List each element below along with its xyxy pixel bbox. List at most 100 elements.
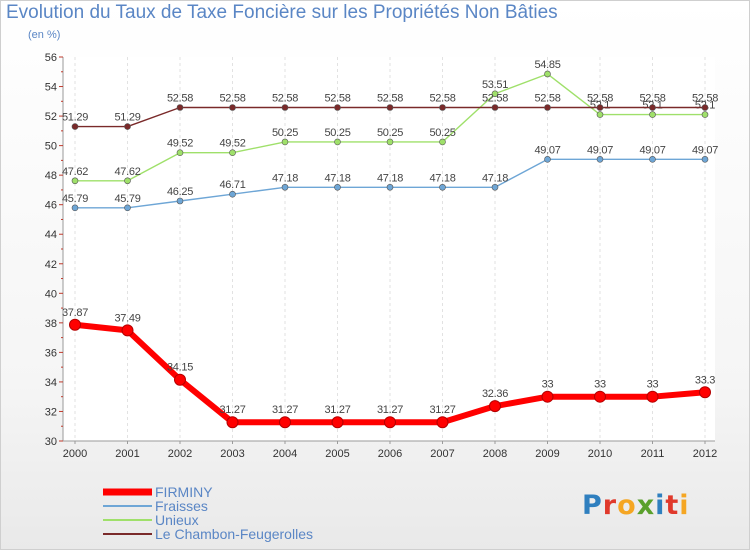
data-point	[334, 138, 341, 146]
data-point	[174, 373, 186, 386]
data-label: 52.58	[534, 93, 560, 105]
data-label: 33.3	[695, 374, 715, 386]
data-label: 52.58	[272, 93, 298, 105]
data-point	[594, 390, 606, 403]
data-label: 33	[647, 379, 659, 391]
x-tick-label: 2009	[535, 448, 559, 460]
x-tick-label: 2006	[378, 448, 402, 460]
data-point	[71, 177, 79, 185]
data-point	[436, 416, 449, 429]
y-tick-label: 40	[45, 288, 57, 300]
data-label: 37.49	[114, 312, 140, 324]
data-label: 52.58	[324, 93, 350, 105]
data-point	[491, 90, 499, 98]
brand-letter: t	[665, 490, 680, 521]
data-label: 31.27	[219, 404, 245, 416]
x-tick-label: 2005	[325, 448, 349, 460]
y-tick-label: 38	[45, 318, 57, 330]
data-label: 52.58	[219, 93, 245, 105]
data-label: 47.18	[377, 172, 403, 184]
data-point	[124, 177, 131, 185]
brand-letter: r	[602, 490, 618, 521]
data-point	[491, 104, 499, 111]
y-tick-label: 50	[45, 141, 57, 153]
data-point	[386, 138, 394, 146]
data-point	[121, 324, 134, 337]
data-point	[596, 111, 604, 118]
data-label: 49.07	[692, 144, 718, 156]
data-label: 47.18	[429, 172, 455, 184]
y-tick-label: 56	[45, 52, 57, 64]
data-label: 47.62	[62, 166, 88, 178]
data-point	[124, 204, 131, 212]
x-tick-label: 2001	[115, 448, 139, 460]
data-point	[544, 70, 551, 78]
y-unit-label: (en %)	[28, 29, 61, 41]
data-point	[649, 104, 656, 111]
x-tick-label: 2011	[641, 448, 665, 460]
data-point	[281, 138, 289, 146]
x-tick-label: 2008	[483, 448, 507, 460]
data-label: 32.36	[482, 388, 508, 400]
legend-label: Unieux	[155, 512, 199, 528]
data-point	[229, 104, 236, 111]
data-point	[646, 390, 659, 403]
data-point	[279, 416, 291, 429]
brand-letter: P	[582, 490, 603, 521]
data-point	[386, 104, 394, 111]
data-point	[176, 197, 184, 205]
data-point	[701, 156, 709, 163]
data-label: 31.27	[324, 404, 350, 416]
data-label: 47.18	[272, 172, 298, 184]
data-point	[229, 190, 236, 198]
x-tick-label: 2012	[693, 448, 717, 460]
data-point	[71, 204, 79, 212]
data-label: 51.29	[62, 112, 88, 124]
data-point	[386, 183, 394, 191]
data-label: 49.07	[587, 144, 613, 156]
data-label: 49.52	[219, 138, 245, 150]
x-tick-label: 2003	[220, 448, 244, 460]
data-point	[71, 123, 79, 130]
data-label: 50.25	[272, 127, 298, 139]
data-label: 47.18	[324, 172, 350, 184]
data-label: 46.71	[219, 179, 245, 191]
data-label: 33	[542, 379, 554, 391]
y-tick-label: 34	[45, 377, 57, 389]
data-point	[384, 416, 396, 429]
data-label: 45.79	[62, 193, 88, 205]
data-point	[226, 416, 239, 429]
data-label: 52.58	[429, 93, 455, 105]
data-point	[69, 318, 81, 331]
data-point	[176, 104, 184, 111]
y-tick-label: 32	[45, 406, 57, 418]
brand-letter: o	[617, 490, 637, 521]
x-tick-label: 2002	[168, 448, 192, 460]
x-tick-label: 2004	[273, 448, 297, 460]
y-tick-label: 36	[45, 347, 57, 359]
data-point	[596, 104, 604, 111]
data-point	[439, 104, 446, 111]
data-label: 50.25	[377, 127, 403, 139]
data-point	[491, 183, 499, 191]
legend-label: FIRMINY	[155, 484, 213, 500]
data-label: 31.27	[377, 404, 403, 416]
data-point	[699, 386, 711, 399]
data-label: 31.27	[429, 404, 455, 416]
data-point	[334, 183, 341, 191]
data-label: 53.51	[482, 79, 508, 91]
y-tick-label: 54	[45, 82, 57, 94]
chart-title: Evolution du Taux de Taxe Foncière sur l…	[6, 2, 558, 23]
data-label: 52.58	[167, 93, 193, 105]
data-point	[489, 400, 501, 413]
data-label: 49.52	[167, 138, 193, 150]
data-point	[281, 183, 289, 191]
data-label: 49.07	[639, 144, 665, 156]
x-tick-label: 2007	[430, 448, 454, 460]
data-point	[544, 104, 551, 111]
x-tick-label: 2010	[588, 448, 612, 460]
data-label: 52.58	[482, 93, 508, 105]
data-label: 50.25	[324, 127, 350, 139]
legend-label: Fraisses	[155, 498, 208, 514]
